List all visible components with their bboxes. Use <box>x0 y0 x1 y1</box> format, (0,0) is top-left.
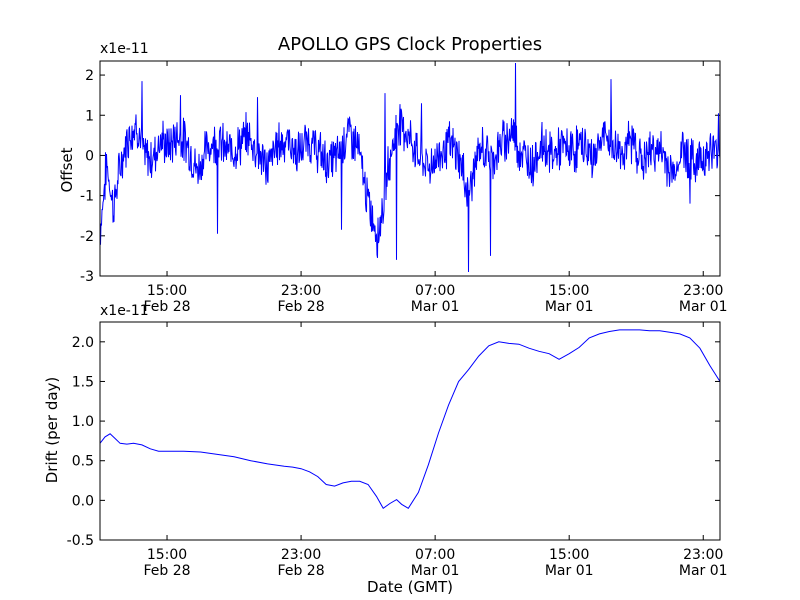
y-tick-label: 0 <box>85 148 94 164</box>
x-tick-time: 07:00 <box>415 283 455 299</box>
y-tick-label: 0.0 <box>72 493 94 509</box>
x-tick-date: Feb 28 <box>143 563 190 579</box>
y-tick-label: 2 <box>85 68 94 84</box>
x-tick-date: Feb 28 <box>143 299 190 315</box>
drift-series-line <box>99 329 721 510</box>
x-tick-date: Mar 01 <box>679 299 728 315</box>
drift-plot-frame <box>99 321 721 541</box>
x-tick-time: 15:00 <box>549 283 589 299</box>
x-tick-time: 15:00 <box>147 283 187 299</box>
y-tick-label: 1.0 <box>72 414 94 430</box>
offset-plot-frame <box>99 60 721 277</box>
y-tick-label: -3 <box>80 269 94 285</box>
y-tick-label: 1 <box>85 108 94 124</box>
y-tick-label: 2.0 <box>72 335 94 351</box>
x-tick-date: Mar 01 <box>411 563 460 579</box>
x-tick-date: Mar 01 <box>545 563 594 579</box>
drift-panel: x1e-11 Drift (per day) -0.5 0.0 0.5 1.0 1.5 2… <box>43 303 728 596</box>
x-tick-time: 15:00 <box>147 547 187 563</box>
offset-y-ticks: -3 -2 -1 0 1 2 <box>80 68 720 285</box>
offset-scale-label: x1e-11 <box>100 41 149 57</box>
x-tick-date: Mar 01 <box>679 563 728 579</box>
x-tick-time: 07:00 <box>415 547 455 563</box>
x-tick-date: Mar 01 <box>545 299 594 315</box>
x-tick-date: Feb 28 <box>278 299 325 315</box>
x-tick-time: 23:00 <box>683 283 723 299</box>
x-axis-label: Date (GMT) <box>367 578 453 596</box>
drift-y-axis-label: Drift (per day) <box>43 377 61 484</box>
drift-y-ticks: -0.5 0.0 0.5 1.0 1.5 2.0 <box>67 335 720 549</box>
x-tick-time: 15:00 <box>549 547 589 563</box>
offset-series-line <box>99 63 721 272</box>
x-tick-time: 23:00 <box>281 283 321 299</box>
x-tick-date: Feb 28 <box>278 563 325 579</box>
x-tick-time: 23:00 <box>683 547 723 563</box>
y-tick-label: 1.5 <box>72 374 94 390</box>
drift-scale-label: x1e-11 <box>100 303 149 319</box>
y-tick-label: -0.5 <box>67 533 94 549</box>
offset-y-axis-label: Offset <box>58 147 76 192</box>
x-tick-time: 23:00 <box>281 547 321 563</box>
y-tick-label: -2 <box>80 229 94 245</box>
y-tick-label: -1 <box>80 189 94 205</box>
chart-title: APOLLO GPS Clock Properties <box>278 34 542 55</box>
x-tick-date: Mar 01 <box>411 299 460 315</box>
y-tick-label: 0.5 <box>72 454 94 470</box>
